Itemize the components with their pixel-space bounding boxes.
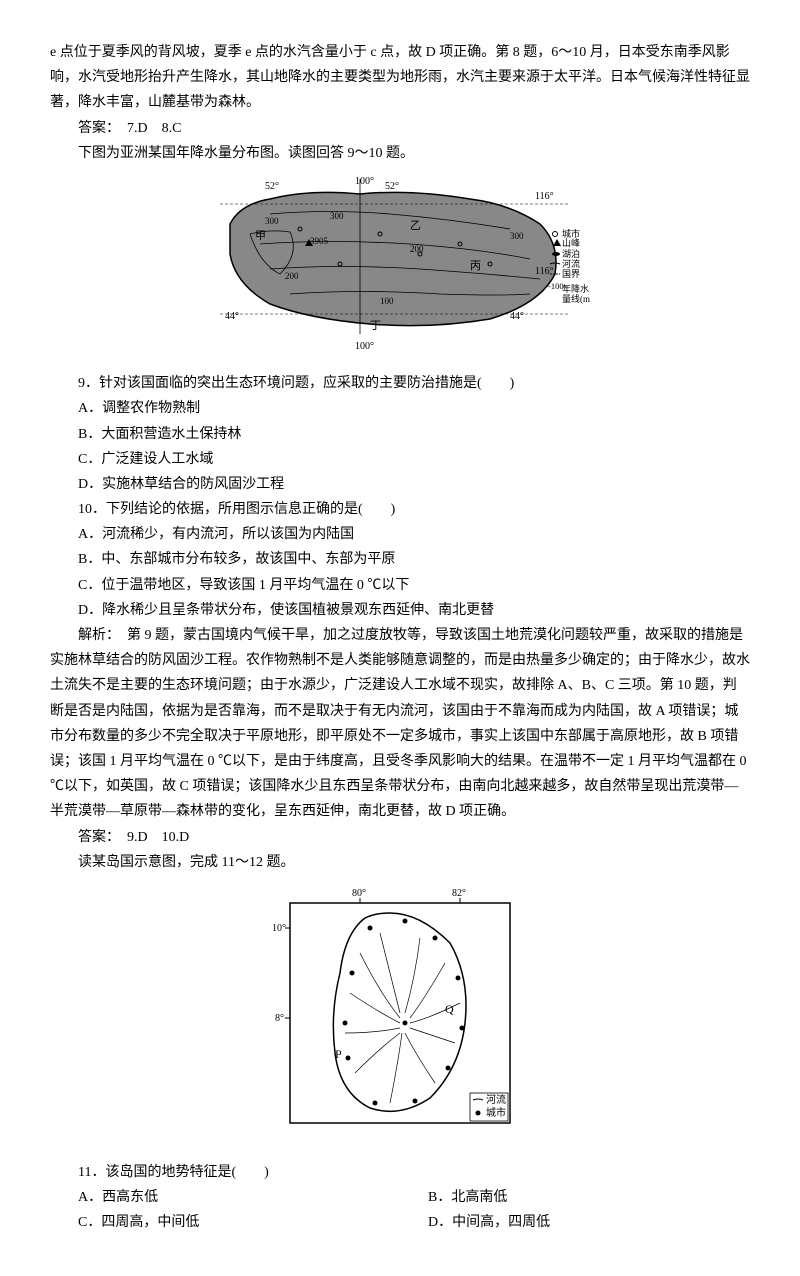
map-island: 80° 82° 10° 8° P Q 河流 城市 [50, 883, 750, 1152]
intro-11-12: 读某岛国示意图，完成 11～12 题。 [50, 850, 750, 875]
point-p: P [335, 1047, 342, 1061]
q9-option-b: B．大面积营造水土保持林 [50, 422, 750, 447]
lon-82: 82° [452, 888, 466, 899]
legend-river: 河流 [562, 258, 580, 269]
intro-paragraph-1: e 点位于夏季风的背风坡，夏季 e 点的水汽含量小于 c 点，故 D 项正确。第… [50, 40, 750, 116]
iso-300b: 300 [330, 211, 344, 221]
lat-10: 10° [272, 923, 286, 934]
legend-precip: 年降水 [562, 283, 589, 294]
iso-200a: 200 [285, 271, 299, 281]
explain-9-10: 解析： 第 9 题，蒙古国境内气候干旱，加之过度放牧等，导致该国土地荒漠化问题较… [50, 623, 750, 825]
q9-option-c: C．广泛建设人工水域 [50, 447, 750, 472]
lat-8: 8° [275, 1013, 284, 1024]
q11-option-a: A．西高东低 [50, 1185, 400, 1210]
q11-option-c: C．四周高，中间低 [50, 1210, 400, 1235]
legend-peak: 山峰 [562, 238, 580, 248]
lon-116-mid: 116° [535, 266, 554, 277]
q11-option-b: B．北高南低 [400, 1185, 750, 1210]
q10-option-d: D．降水稀少且呈条带状分布，使该国植被景观东西延伸、南北更替 [50, 598, 750, 623]
iso-100a: 100 [380, 296, 394, 306]
q9-stem: 9．针对该国面临的突出生态环境问题，应采取的主要防治措施是( ) [50, 371, 750, 396]
intro-9-10: 下图为亚洲某国年降水量分布图。读图回答 9～10 题。 [50, 141, 750, 166]
lon-100-bot: 100° [355, 341, 374, 352]
island-map-svg: 80° 82° 10° 8° P Q 河流 城市 [270, 883, 530, 1143]
answer-9-10: 答案： 9.D 10.D [50, 825, 750, 850]
map-mongolia: 52° 52° 100° 116° 116° 44° 44° 100° 3905… [50, 174, 750, 363]
q11-option-d: D．中间高，四周低 [400, 1210, 750, 1235]
q11-stem: 11．该岛国的地势特征是( ) [50, 1160, 750, 1185]
point-q: Q [445, 1002, 454, 1016]
legend-lake: 湖泊 [562, 249, 580, 259]
peak-3905: 3905 [310, 236, 329, 246]
q9-option-d: D．实施林草结合的防风固沙工程 [50, 472, 750, 497]
label-bing: 丙 [470, 260, 481, 272]
lat-52-left: 52° [265, 181, 279, 192]
label-yi: 乙 [410, 219, 421, 232]
lat-44-left: 44° [225, 311, 239, 322]
q10-stem: 10．下列结论的依据，所用图示信息正确的是( ) [50, 497, 750, 522]
lon-100-top: 100° [355, 176, 374, 187]
q9-option-a: A．调整农作物熟制 [50, 396, 750, 421]
q10-option-b: B．中、东部城市分布较多，故该国中、东部为平原 [50, 547, 750, 572]
iso-300c: 300 [510, 231, 524, 241]
answer-7-8: 答案： 7.D 8.C [50, 116, 750, 141]
label-jia: 甲 [255, 230, 266, 242]
mongolia-map-svg: 52° 52° 100° 116° 116° 44° 44° 100° 3905… [210, 174, 590, 354]
lon-116-top: 116° [535, 191, 554, 202]
legend-border: 国界 [562, 269, 580, 279]
iso-300a: 300 [265, 216, 279, 226]
label-ding: 丁 [370, 320, 381, 332]
q10-option-c: C．位于温带地区，导致该国 1 月平均气温在 0 ℃以下 [50, 573, 750, 598]
lon-80: 80° [352, 888, 366, 899]
legend-precip2: 量线(mm) [562, 293, 590, 304]
q10-option-a: A．河流稀少，有内流河，所以该国为内陆国 [50, 522, 750, 547]
legend2-city: 城市 [486, 1106, 506, 1119]
lat-44-right: 44° [510, 311, 524, 322]
legend2-river: 河流 [486, 1093, 506, 1106]
lat-52-right: 52° [385, 181, 399, 192]
